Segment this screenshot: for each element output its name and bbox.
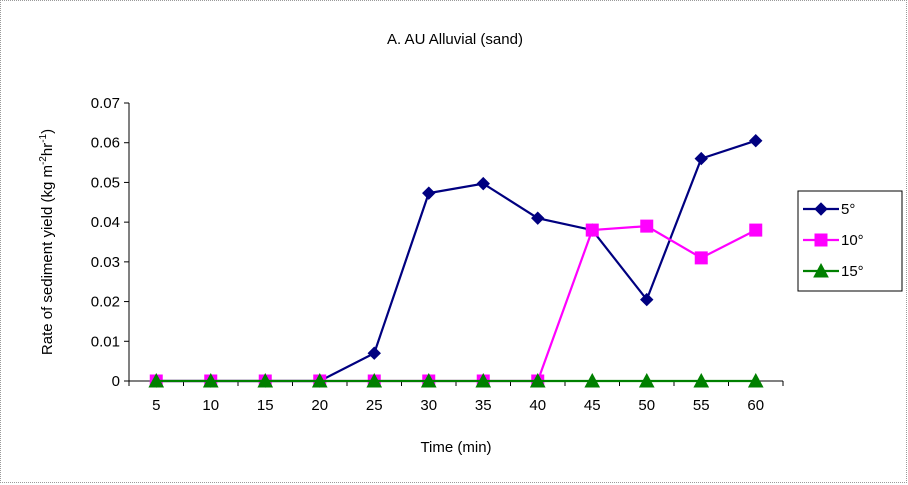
y-tick-label: 0.04 [91, 214, 120, 231]
y-tick-label: 0.03 [91, 254, 120, 271]
y-axis-label-suffix: ) [39, 129, 56, 134]
x-tick-label: 35 [475, 397, 492, 414]
data-point [311, 372, 328, 388]
data-point [585, 223, 599, 237]
y-ticks: 0 0.01 0.02 0.03 0.04 0.05 0.06 0.07 [91, 95, 129, 390]
data-point [366, 372, 383, 388]
legend-label: 10° [841, 232, 864, 249]
data-point [531, 211, 545, 225]
chart-title: A. AU Alluvial (sand) [387, 31, 523, 48]
y-tick-label: 0.05 [91, 174, 120, 191]
data-point [640, 219, 654, 233]
x-tick-label: 50 [638, 397, 655, 414]
data-point [749, 223, 763, 237]
x-tick-label: 5 [152, 397, 160, 414]
x-tick-label: 15 [257, 397, 274, 414]
series-2 [148, 372, 764, 388]
data-point [367, 346, 381, 360]
series-line [156, 139, 757, 383]
y-axis-label: Rate of sediment yield (kg m-2hr-1) [38, 129, 56, 355]
data-point [749, 134, 763, 148]
data-point [747, 372, 764, 388]
legend-label: 5° [841, 201, 855, 218]
data-point [202, 372, 219, 388]
y-axis-label-sup2: -1 [38, 133, 49, 142]
x-axis-label: Time (min) [420, 439, 491, 456]
legend-marker [814, 202, 828, 216]
x-ticks: 5 10 15 20 25 30 35 40 45 50 55 60 [128, 381, 784, 414]
legend-marker [813, 262, 829, 278]
data-point [475, 372, 492, 388]
data-point [694, 151, 708, 166]
x-tick-label: 55 [693, 397, 710, 414]
x-tick-label: 60 [747, 397, 764, 414]
data-point [422, 186, 436, 200]
y-tick-label: 0.01 [91, 333, 120, 350]
x-tick-label: 40 [529, 397, 546, 414]
x-tick-label: 10 [202, 397, 219, 414]
x-tick-label: 45 [584, 397, 601, 414]
series-0 [149, 134, 763, 388]
data-point [693, 372, 710, 388]
data-point [638, 372, 655, 388]
data-point [694, 251, 708, 265]
data-point [640, 292, 654, 307]
data-point [148, 372, 165, 388]
y-tick-label: 0 [112, 373, 120, 390]
data-point [420, 372, 437, 388]
data-point [584, 372, 601, 388]
legend-label: 15° [841, 263, 864, 280]
series-group [148, 134, 764, 388]
series-1 [149, 219, 763, 388]
x-tick-label: 30 [420, 397, 437, 414]
y-axis-label-mid: hr [39, 143, 56, 156]
legend-item: 10° [803, 232, 864, 249]
legend-marker [814, 233, 828, 247]
x-tick-label: 20 [311, 397, 328, 414]
legend: 5° 10° 15° [797, 190, 903, 292]
x-tick-label: 25 [366, 397, 383, 414]
data-point [476, 176, 490, 191]
data-point [529, 372, 546, 388]
y-tick-label: 0.02 [91, 294, 120, 311]
y-axis-label-sup1: -2 [38, 156, 49, 165]
y-axis-label-prefix: Rate of sediment yield (kg m [39, 165, 56, 355]
legend-item: 5° [803, 201, 855, 218]
data-point [257, 372, 274, 388]
legend-item: 15° [803, 262, 864, 280]
axes [128, 103, 783, 382]
y-tick-label: 0.06 [91, 135, 120, 152]
y-tick-label: 0.07 [91, 95, 120, 112]
